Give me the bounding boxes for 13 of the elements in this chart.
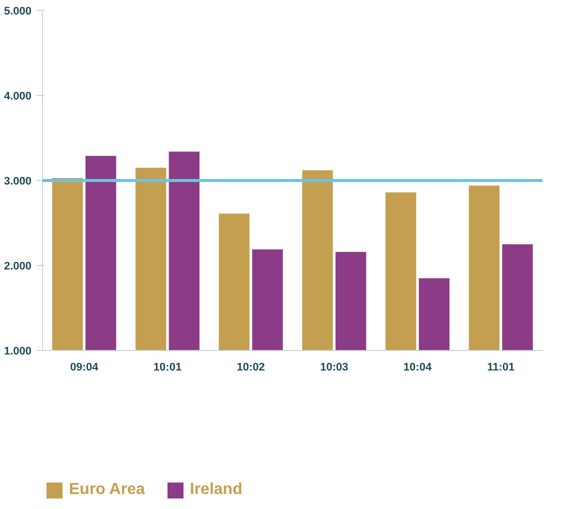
legend-label: Euro Area (69, 481, 145, 499)
y-tick-label: 4.000 (4, 90, 32, 102)
x-tick-label: 09:04 (70, 362, 100, 374)
y-tick-label: 5.000 (4, 6, 32, 18)
x-tick-label: 11:01 (487, 362, 515, 374)
x-tick-label: 10:03 (320, 362, 348, 374)
y-tick-label: 2.000 (4, 260, 32, 272)
x-tick-label: 10:04 (403, 362, 432, 374)
x-tick-label: 10:01 (153, 362, 182, 374)
y-tick-label: 1.000 (4, 346, 32, 358)
y-tick-label: 3.000 (4, 176, 32, 188)
x-tick-label: 10:02 (236, 362, 265, 374)
legend-label: Ireland (190, 481, 242, 499)
